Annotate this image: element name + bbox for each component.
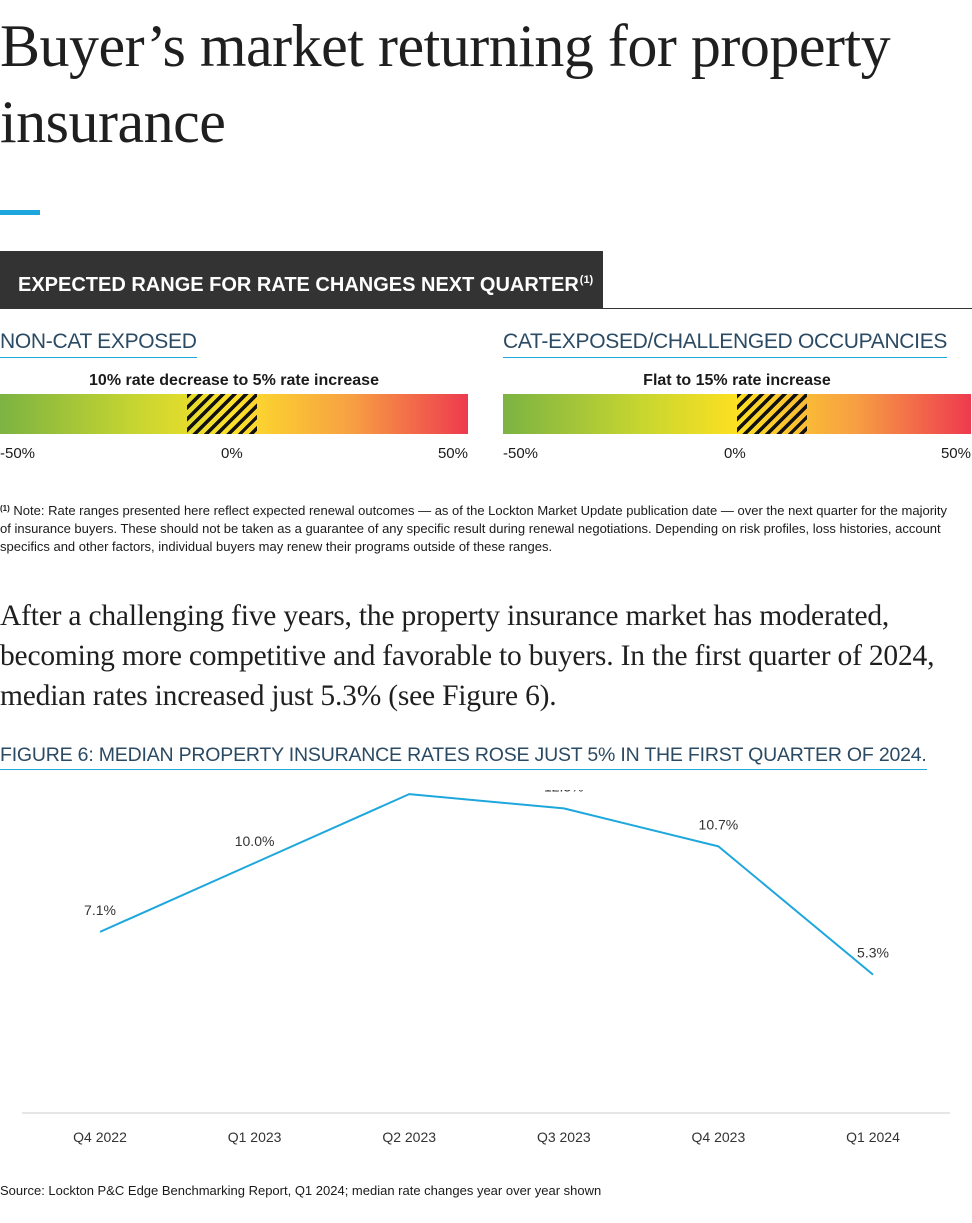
range-axis-min: -50% [0,445,36,462]
x-tick-label: Q3 2023 [537,1129,591,1145]
banner-text: EXPECTED RANGE FOR RATE CHANGES NEXT QUA… [18,274,579,296]
x-tick-label: Q1 2024 [846,1129,900,1145]
data-label: 10.0% [235,833,275,849]
range-label: CAT-EXPOSED/CHALLENGED OCCUPANCIES [503,330,947,358]
x-tick-label: Q4 2022 [73,1129,127,1145]
series-line [99,793,874,976]
data-label: 7.1% [84,902,116,918]
range-axis-min: -50% [503,445,539,462]
range-axis-mid: 0% [221,445,243,462]
range-axis-max: 50% [437,445,468,462]
footnote-text: Note: Rate ranges presented here reflect… [0,503,948,554]
footnote-marker: (1) [0,504,10,513]
banner-divider [603,308,972,309]
data-label: 10.7% [699,816,739,832]
range-axis-max: 50% [940,445,971,462]
section-banner: EXPECTED RANGE FOR RATE CHANGES NEXT QUA… [0,251,603,309]
range-non-cat: NON-CAT EXPOSED 10% rate decrease to 5% … [0,330,468,462]
x-tick-label: Q4 2023 [692,1129,746,1145]
range-gradient-bar [0,394,468,434]
range-label: NON-CAT EXPOSED [0,330,197,358]
range-highlight [187,394,258,434]
title-accent-rule [0,210,40,215]
x-tick-label: Q2 2023 [382,1129,436,1145]
figure-title: FIGURE 6: MEDIAN PROPERTY INSURANCE RATE… [0,744,927,770]
data-label: 12.3% [544,790,584,794]
range-highlight [737,394,808,434]
page-title: Buyer’s market returning for property in… [0,13,891,155]
body-paragraph: After a challenging five years, the prop… [0,600,935,712]
range-axis-mid: 0% [724,445,746,462]
source-note: Source: Lockton P&C Edge Benchmarking Re… [0,1183,602,1198]
range-cat-exposed: CAT-EXPOSED/CHALLENGED OCCUPANCIES Flat … [503,330,971,462]
data-label: 5.3% [857,945,889,961]
banner-footnote-marker: (1) [579,274,594,286]
range-description: 10% rate decrease to 5% rate increase [89,372,379,389]
x-tick-label: Q1 2023 [228,1129,282,1145]
range-description: Flat to 15% rate increase [643,372,831,389]
footnote: (1) Note: Rate ranges presented here ref… [0,500,960,556]
range-gradient-bar [503,394,971,434]
